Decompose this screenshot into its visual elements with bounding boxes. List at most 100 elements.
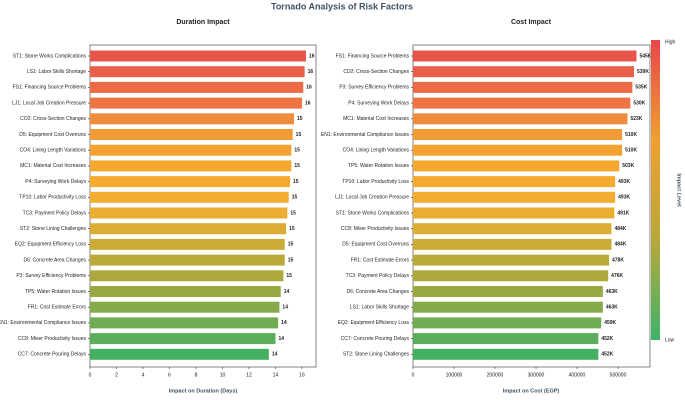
x-tick-label: 14 — [273, 372, 279, 378]
value-label: 510K — [625, 132, 637, 138]
value-label: 16 — [306, 85, 312, 91]
y-tick-label: P4: Surveying Work Delays — [25, 179, 86, 185]
value-label: 15 — [296, 132, 302, 138]
bar — [90, 301, 280, 313]
value-label: 493K — [618, 179, 630, 185]
y-tick-label: ST2: Stone Lining Challenges — [343, 352, 410, 358]
x-tick-label: 6 — [168, 372, 171, 378]
y-tick-label: TP5: Water Rotation Issues — [348, 163, 409, 169]
bar — [90, 113, 295, 125]
bar — [90, 144, 292, 156]
y-tick-label: MC1: Material Cost Increases — [343, 116, 409, 122]
y-tick-label: TC3: Payment Policy Delays — [23, 210, 87, 216]
colorbar-low: Low — [665, 337, 675, 343]
bar — [413, 81, 633, 93]
y-tick-label: ST1: Stone Works Complications — [336, 210, 410, 216]
bar — [90, 97, 302, 109]
bar — [413, 50, 637, 62]
x-tick-label: 4 — [142, 372, 145, 378]
y-tick-label: TP10: Labor Productivity Loss — [342, 179, 409, 185]
bar — [413, 254, 609, 266]
y-tick-label: FR1: Cost Estimate Errors — [351, 257, 410, 263]
value-label: 15 — [294, 163, 300, 169]
chart-title: Tornado Analysis of Risk Factors — [271, 1, 413, 11]
y-tick-label: LJ1: Local Job Creation Pressure — [12, 100, 86, 106]
x-tick-label: 200000 — [487, 372, 504, 378]
value-label: 463K — [606, 305, 618, 311]
subplot-title: Cost Impact — [511, 19, 552, 26]
bar — [413, 333, 599, 345]
colorbar — [651, 40, 660, 340]
bar — [413, 348, 599, 360]
value-label: 545K — [639, 53, 651, 59]
bar — [413, 160, 620, 172]
y-tick-label: FS1: Financing Source Problems — [13, 85, 87, 91]
x-tick-label: 400000 — [569, 372, 586, 378]
bar — [90, 238, 285, 250]
y-tick-label: CO4: Lining Length Variations — [20, 148, 87, 154]
x-axis-label: Impact on Cost (EGP) — [503, 388, 560, 394]
bar — [413, 270, 609, 282]
y-tick-label: CO4: Lining Length Variations — [343, 148, 410, 154]
bar — [413, 238, 612, 250]
bar — [413, 144, 623, 156]
value-label: 14 — [282, 305, 288, 311]
y-tick-label: CC8: Mixer Productivity Issues — [341, 226, 410, 232]
value-label: 14 — [284, 289, 290, 295]
colorbar-high: High — [665, 39, 676, 45]
y-tick-label: LJ1: Local Job Creation Pressure — [335, 195, 409, 201]
bar — [90, 286, 281, 297]
value-label: 503K — [622, 163, 634, 169]
y-tick-label: CC8: Mixer Productivity Issues — [18, 336, 87, 342]
y-tick-label: CC7: Concrete Pouring Delays — [18, 352, 87, 358]
value-label: 14 — [272, 352, 278, 358]
value-label: 523K — [630, 116, 642, 122]
x-tick-label: 0 — [89, 372, 92, 378]
x-tick-label: 12 — [246, 372, 252, 378]
y-tick-label: ST2: Stone Lining Challenges — [20, 226, 87, 232]
value-label: 15 — [288, 257, 294, 263]
y-tick-label: D6: Concrete Area Changes — [23, 257, 86, 263]
bar — [90, 348, 269, 360]
value-label: 15 — [294, 148, 300, 154]
y-tick-label: ST1: Stone Works Complications — [13, 53, 87, 59]
x-axis-label: Impact on Duration (Days) — [169, 388, 238, 394]
value-label: 476K — [611, 273, 623, 279]
y-tick-label: EN1: Environmental Compliance Issues — [0, 320, 86, 326]
bar — [413, 176, 616, 188]
x-tick-label: 16 — [299, 372, 305, 378]
y-tick-label: CD2: Cross-Section Changes — [343, 69, 409, 75]
value-label: 463K — [606, 289, 618, 295]
y-tick-label: D6: Concrete Area Changes — [346, 289, 409, 295]
value-label: 15 — [288, 242, 294, 248]
y-tick-label: MC1: Material Cost Increases — [20, 163, 86, 169]
bar — [413, 66, 635, 78]
bar — [90, 223, 287, 235]
bar — [90, 176, 291, 188]
bar — [413, 286, 603, 297]
value-label: 493K — [618, 195, 630, 201]
bar — [90, 270, 284, 282]
bar — [413, 317, 602, 329]
value-label: 459K — [604, 320, 616, 326]
bar — [90, 160, 292, 172]
value-label: 14 — [281, 320, 287, 326]
bar — [413, 97, 631, 109]
value-label: 15 — [297, 116, 303, 122]
y-tick-label: TC3: Payment Policy Delays — [346, 273, 410, 279]
x-tick-label: 300000 — [528, 372, 545, 378]
bar — [90, 333, 276, 345]
y-tick-label: D5: Equipment Cost Overruns — [19, 132, 86, 138]
y-tick-label: CO2: Cross-Section Changes — [20, 116, 86, 122]
value-label: 16 — [308, 69, 314, 75]
plot-frame — [412, 44, 651, 368]
y-tick-label: TP10: Labor Productivity Loss — [19, 195, 86, 201]
y-tick-label: P4: Surveying Work Delays — [348, 100, 409, 106]
bar — [413, 301, 603, 313]
y-tick-label: D5: Equipment Cost Overruns — [342, 242, 409, 248]
colorbar-label: Impact Level — [676, 173, 682, 207]
bar — [413, 223, 612, 235]
value-label: 530K — [633, 100, 645, 106]
value-label: 452K — [601, 352, 613, 358]
value-label: 452K — [601, 336, 613, 342]
